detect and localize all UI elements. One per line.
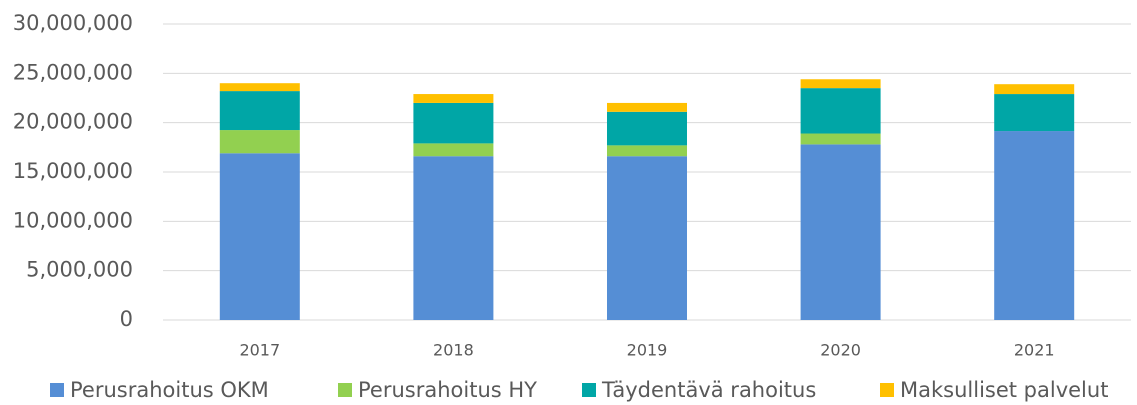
legend-label: Perusrahoitus HY bbox=[358, 378, 537, 402]
bar-segment bbox=[994, 84, 1075, 95]
y-tick-label: 15,000,000 bbox=[13, 159, 133, 183]
legend-swatch bbox=[50, 383, 64, 397]
x-tick-label: 2017 bbox=[239, 341, 280, 360]
bar-segment bbox=[413, 102, 494, 144]
bar-segment bbox=[994, 131, 1075, 320]
bar-segment bbox=[607, 102, 687, 112]
bar-segment bbox=[800, 79, 881, 89]
legend-label: Maksulliset palvelut bbox=[900, 378, 1108, 402]
bar-segment bbox=[413, 156, 494, 320]
legend-label: Perusrahoitus OKM bbox=[70, 378, 269, 402]
y-tick-label: 10,000,000 bbox=[13, 208, 133, 232]
y-tick-label: 5,000,000 bbox=[26, 258, 133, 282]
bar-segment bbox=[413, 143, 494, 157]
bar-segment bbox=[607, 156, 687, 320]
legend-swatch bbox=[338, 383, 352, 397]
x-tick-label: 2019 bbox=[627, 341, 668, 360]
bar-segment bbox=[800, 144, 881, 320]
bar-segment bbox=[413, 94, 494, 103]
y-tick-label: 25,000,000 bbox=[13, 60, 133, 84]
bar-segment bbox=[607, 145, 687, 157]
legend-swatch bbox=[880, 383, 894, 397]
bar-segment bbox=[800, 133, 881, 145]
x-tick-label: 2021 bbox=[1014, 341, 1055, 360]
bar-segment bbox=[219, 83, 300, 92]
legend-label: Täydentävä rahoitus bbox=[601, 378, 816, 402]
x-tick-label: 2018 bbox=[433, 341, 474, 360]
bar-segment bbox=[800, 88, 881, 134]
bar-segment bbox=[994, 94, 1075, 132]
legend-swatch bbox=[582, 383, 596, 397]
y-tick-label: 20,000,000 bbox=[13, 110, 133, 134]
bar-segment bbox=[219, 153, 300, 320]
bar-segment bbox=[607, 111, 687, 146]
bar-segment bbox=[219, 91, 300, 131]
x-tick-label: 2020 bbox=[820, 341, 861, 360]
y-tick-label: 30,000,000 bbox=[13, 11, 133, 35]
bar-segment bbox=[219, 130, 300, 154]
y-tick-label: 0 bbox=[120, 307, 133, 331]
